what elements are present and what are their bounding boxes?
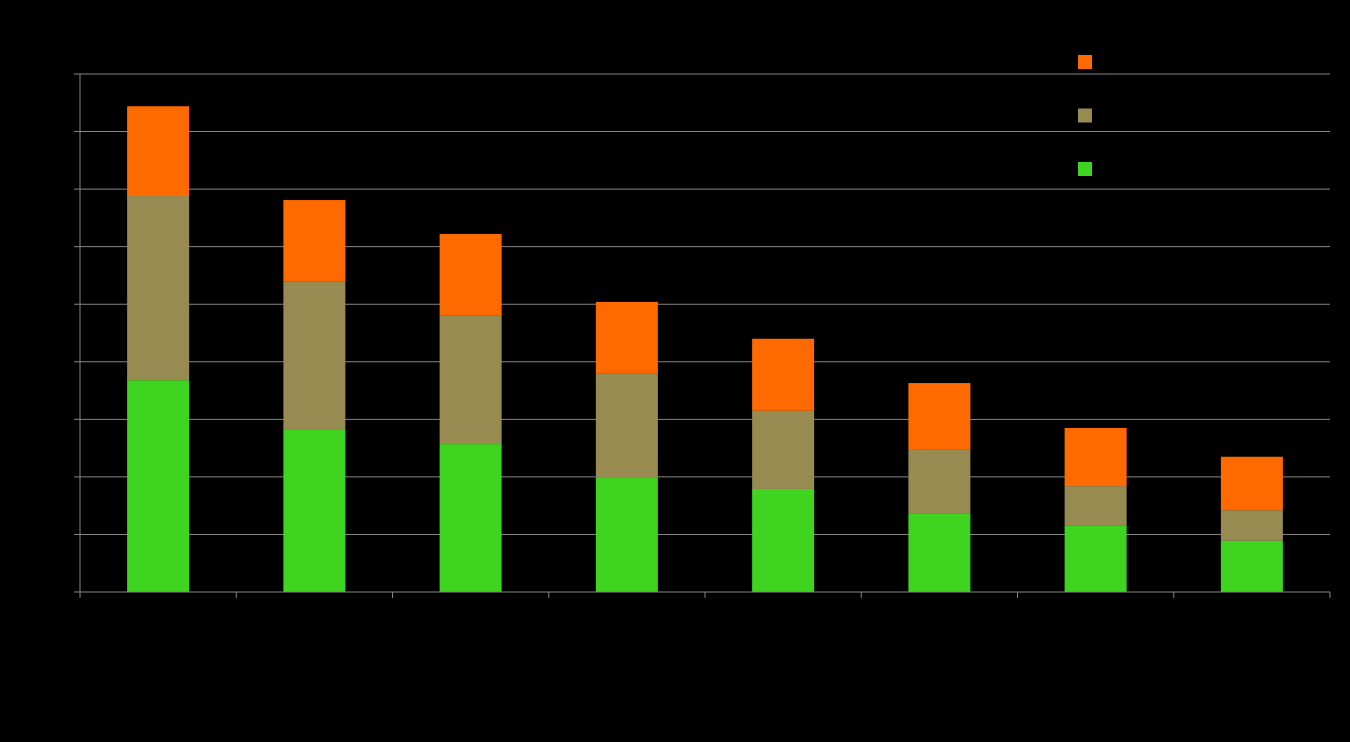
bar-segment [439, 234, 502, 316]
bar-segment [908, 513, 971, 592]
bar-segment [908, 383, 971, 450]
bar-segment [1064, 525, 1127, 592]
bar-segment [1220, 456, 1283, 511]
bar-segment [595, 373, 658, 479]
bar-segment [127, 380, 190, 592]
bar-segment [127, 106, 190, 197]
bar-segment [908, 449, 971, 514]
bar-segment [1064, 427, 1127, 487]
bar-segment [752, 410, 815, 489]
bar-segment [752, 338, 815, 411]
bar-segment [283, 200, 346, 282]
bar-segment [283, 429, 346, 592]
bar-segment [1220, 510, 1283, 541]
bar-segment [595, 478, 658, 592]
bar-segment [752, 488, 815, 592]
bar-segment [127, 196, 190, 381]
legend-swatch [1078, 108, 1092, 123]
legend-swatch [1078, 55, 1092, 69]
bar-segment [439, 315, 502, 445]
bar-segment [1064, 486, 1127, 526]
bar-segment [1220, 540, 1283, 592]
bar-segment [595, 301, 658, 374]
bar-segment [283, 281, 346, 430]
legend-swatch [1078, 162, 1092, 176]
bar-segment [439, 444, 502, 592]
